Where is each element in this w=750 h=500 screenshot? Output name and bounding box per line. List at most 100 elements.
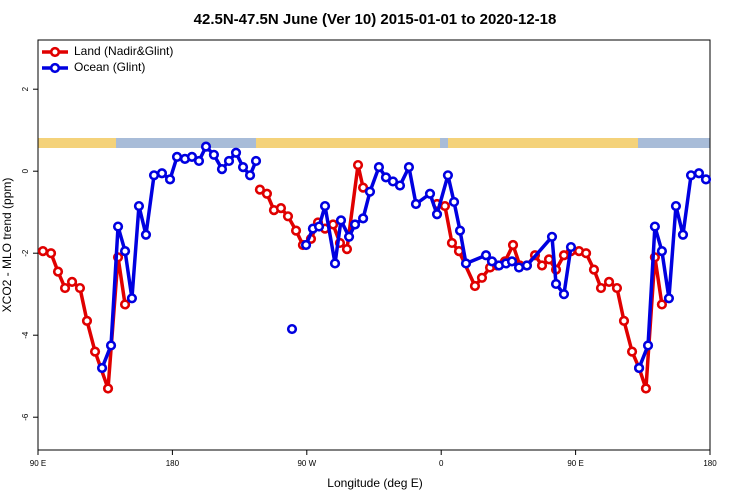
data-point — [546, 231, 558, 242]
data-point — [319, 200, 331, 212]
data-point — [133, 200, 145, 212]
data-point — [677, 229, 689, 240]
x-tick-label: 0 — [439, 459, 444, 468]
data-point — [230, 147, 242, 158]
x-tick-label: 90 E — [567, 459, 583, 468]
data-point — [656, 246, 668, 257]
data-point — [45, 248, 57, 259]
data-point — [140, 229, 152, 240]
data-point — [200, 141, 212, 152]
data-point — [112, 221, 124, 232]
data-point — [431, 209, 443, 220]
y-tick-label: -2 — [21, 249, 30, 257]
data-point — [595, 282, 607, 294]
data-point — [164, 174, 176, 185]
data-point — [244, 170, 256, 181]
data-point — [633, 362, 645, 374]
strip-land — [38, 138, 116, 148]
strip-land — [448, 138, 638, 148]
data-point — [52, 266, 64, 277]
data-point — [670, 200, 682, 212]
data-point — [313, 221, 325, 232]
data-point — [454, 225, 466, 236]
data-point — [74, 282, 86, 294]
x-axis-label: Longitude (deg E) — [327, 476, 422, 490]
data-point — [186, 151, 198, 162]
data-point — [649, 221, 660, 232]
data-point — [286, 323, 298, 335]
data-point — [513, 262, 525, 273]
data-point — [506, 256, 518, 267]
legend-marker — [49, 46, 61, 58]
data-point — [387, 176, 399, 187]
data-point — [156, 168, 168, 179]
data-point — [341, 244, 353, 255]
data-point — [469, 280, 481, 292]
data-point — [550, 278, 562, 290]
data-point — [66, 276, 78, 288]
data-point — [403, 162, 415, 173]
series-line — [100, 144, 258, 369]
legend-label: Land (Nadir&Glint) — [74, 44, 173, 58]
y-tick-label: 0 — [21, 168, 30, 173]
y-axis-label: XCO2 - MLO trend (ppm) — [0, 178, 14, 313]
data-point — [442, 170, 454, 181]
data-point — [329, 258, 341, 269]
plot-frame — [37, 39, 711, 451]
data-point — [685, 170, 697, 181]
data-point — [171, 151, 183, 162]
data-point — [543, 254, 555, 265]
data-point — [208, 149, 220, 160]
data-point — [394, 180, 406, 191]
data-point — [373, 162, 385, 173]
data-point — [59, 282, 71, 294]
data-point — [364, 186, 376, 197]
data-point — [148, 170, 160, 181]
data-point — [603, 276, 615, 288]
data-point — [193, 155, 205, 167]
data-point — [439, 200, 451, 212]
x-tick-label: 90 E — [30, 459, 46, 468]
data-point — [410, 198, 422, 210]
data-point — [352, 159, 364, 171]
data-point — [424, 188, 436, 199]
data-point — [618, 315, 630, 326]
data-point — [119, 299, 131, 310]
data-point — [119, 246, 131, 257]
series-line — [304, 165, 573, 296]
data-point — [558, 250, 570, 261]
data-point — [102, 383, 114, 394]
data-point — [357, 213, 369, 224]
data-point — [223, 155, 235, 167]
data-point — [290, 225, 302, 236]
x-tick-label: 90 W — [297, 459, 316, 468]
data-point — [558, 289, 570, 300]
data-point — [349, 219, 361, 230]
data-point — [640, 383, 652, 394]
data-point — [335, 215, 347, 226]
data-point — [536, 260, 548, 271]
data-point — [693, 168, 705, 179]
data-point — [580, 248, 592, 259]
data-point — [237, 162, 249, 173]
strip-land — [256, 138, 440, 148]
data-point — [626, 346, 638, 357]
data-point — [480, 250, 492, 261]
data-point — [300, 239, 312, 251]
data-point — [448, 196, 460, 208]
legend-label: Ocean (Glint) — [74, 60, 145, 74]
data-point — [507, 239, 519, 251]
data-point — [250, 155, 262, 167]
series-line — [436, 202, 664, 391]
data-point — [700, 174, 712, 185]
data-point — [357, 182, 369, 193]
x-tick-label: 180 — [703, 459, 717, 468]
data-point — [663, 293, 675, 304]
data-point — [282, 211, 294, 222]
data-point — [343, 231, 355, 242]
chart-title: 42.5N-47.5N June (Ver 10) 2015-01-01 to … — [194, 11, 557, 28]
data-point — [565, 241, 577, 253]
data-point — [611, 282, 623, 294]
legend-marker — [49, 62, 61, 74]
